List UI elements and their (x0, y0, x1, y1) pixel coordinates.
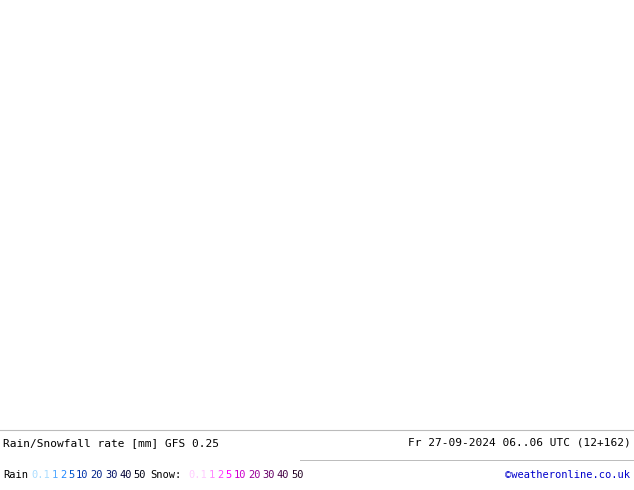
Text: 1: 1 (209, 470, 215, 480)
Text: 0.1: 0.1 (31, 470, 49, 480)
Text: Rain/Snowfall rate [mm] GFS 0.25: Rain/Snowfall rate [mm] GFS 0.25 (3, 438, 219, 448)
Text: 20: 20 (248, 470, 261, 480)
Text: 20: 20 (91, 470, 103, 480)
Text: ©weatheronline.co.uk: ©weatheronline.co.uk (505, 470, 630, 480)
Text: 2: 2 (60, 470, 66, 480)
Text: Rain: Rain (3, 470, 28, 480)
Text: 5: 5 (68, 470, 74, 480)
Text: 2: 2 (217, 470, 223, 480)
Text: Fr 27-09-2024 06..06 UTC (12+162): Fr 27-09-2024 06..06 UTC (12+162) (408, 438, 631, 448)
Text: 0.1: 0.1 (188, 470, 207, 480)
Text: 40: 40 (276, 470, 289, 480)
Text: 40: 40 (119, 470, 132, 480)
Text: 50: 50 (134, 470, 146, 480)
Text: 10: 10 (233, 470, 246, 480)
Text: 30: 30 (105, 470, 117, 480)
Text: 50: 50 (291, 470, 304, 480)
Text: Snow:: Snow: (150, 470, 181, 480)
Text: 1: 1 (51, 470, 58, 480)
Text: 10: 10 (76, 470, 89, 480)
Text: 5: 5 (225, 470, 231, 480)
Text: 30: 30 (262, 470, 275, 480)
